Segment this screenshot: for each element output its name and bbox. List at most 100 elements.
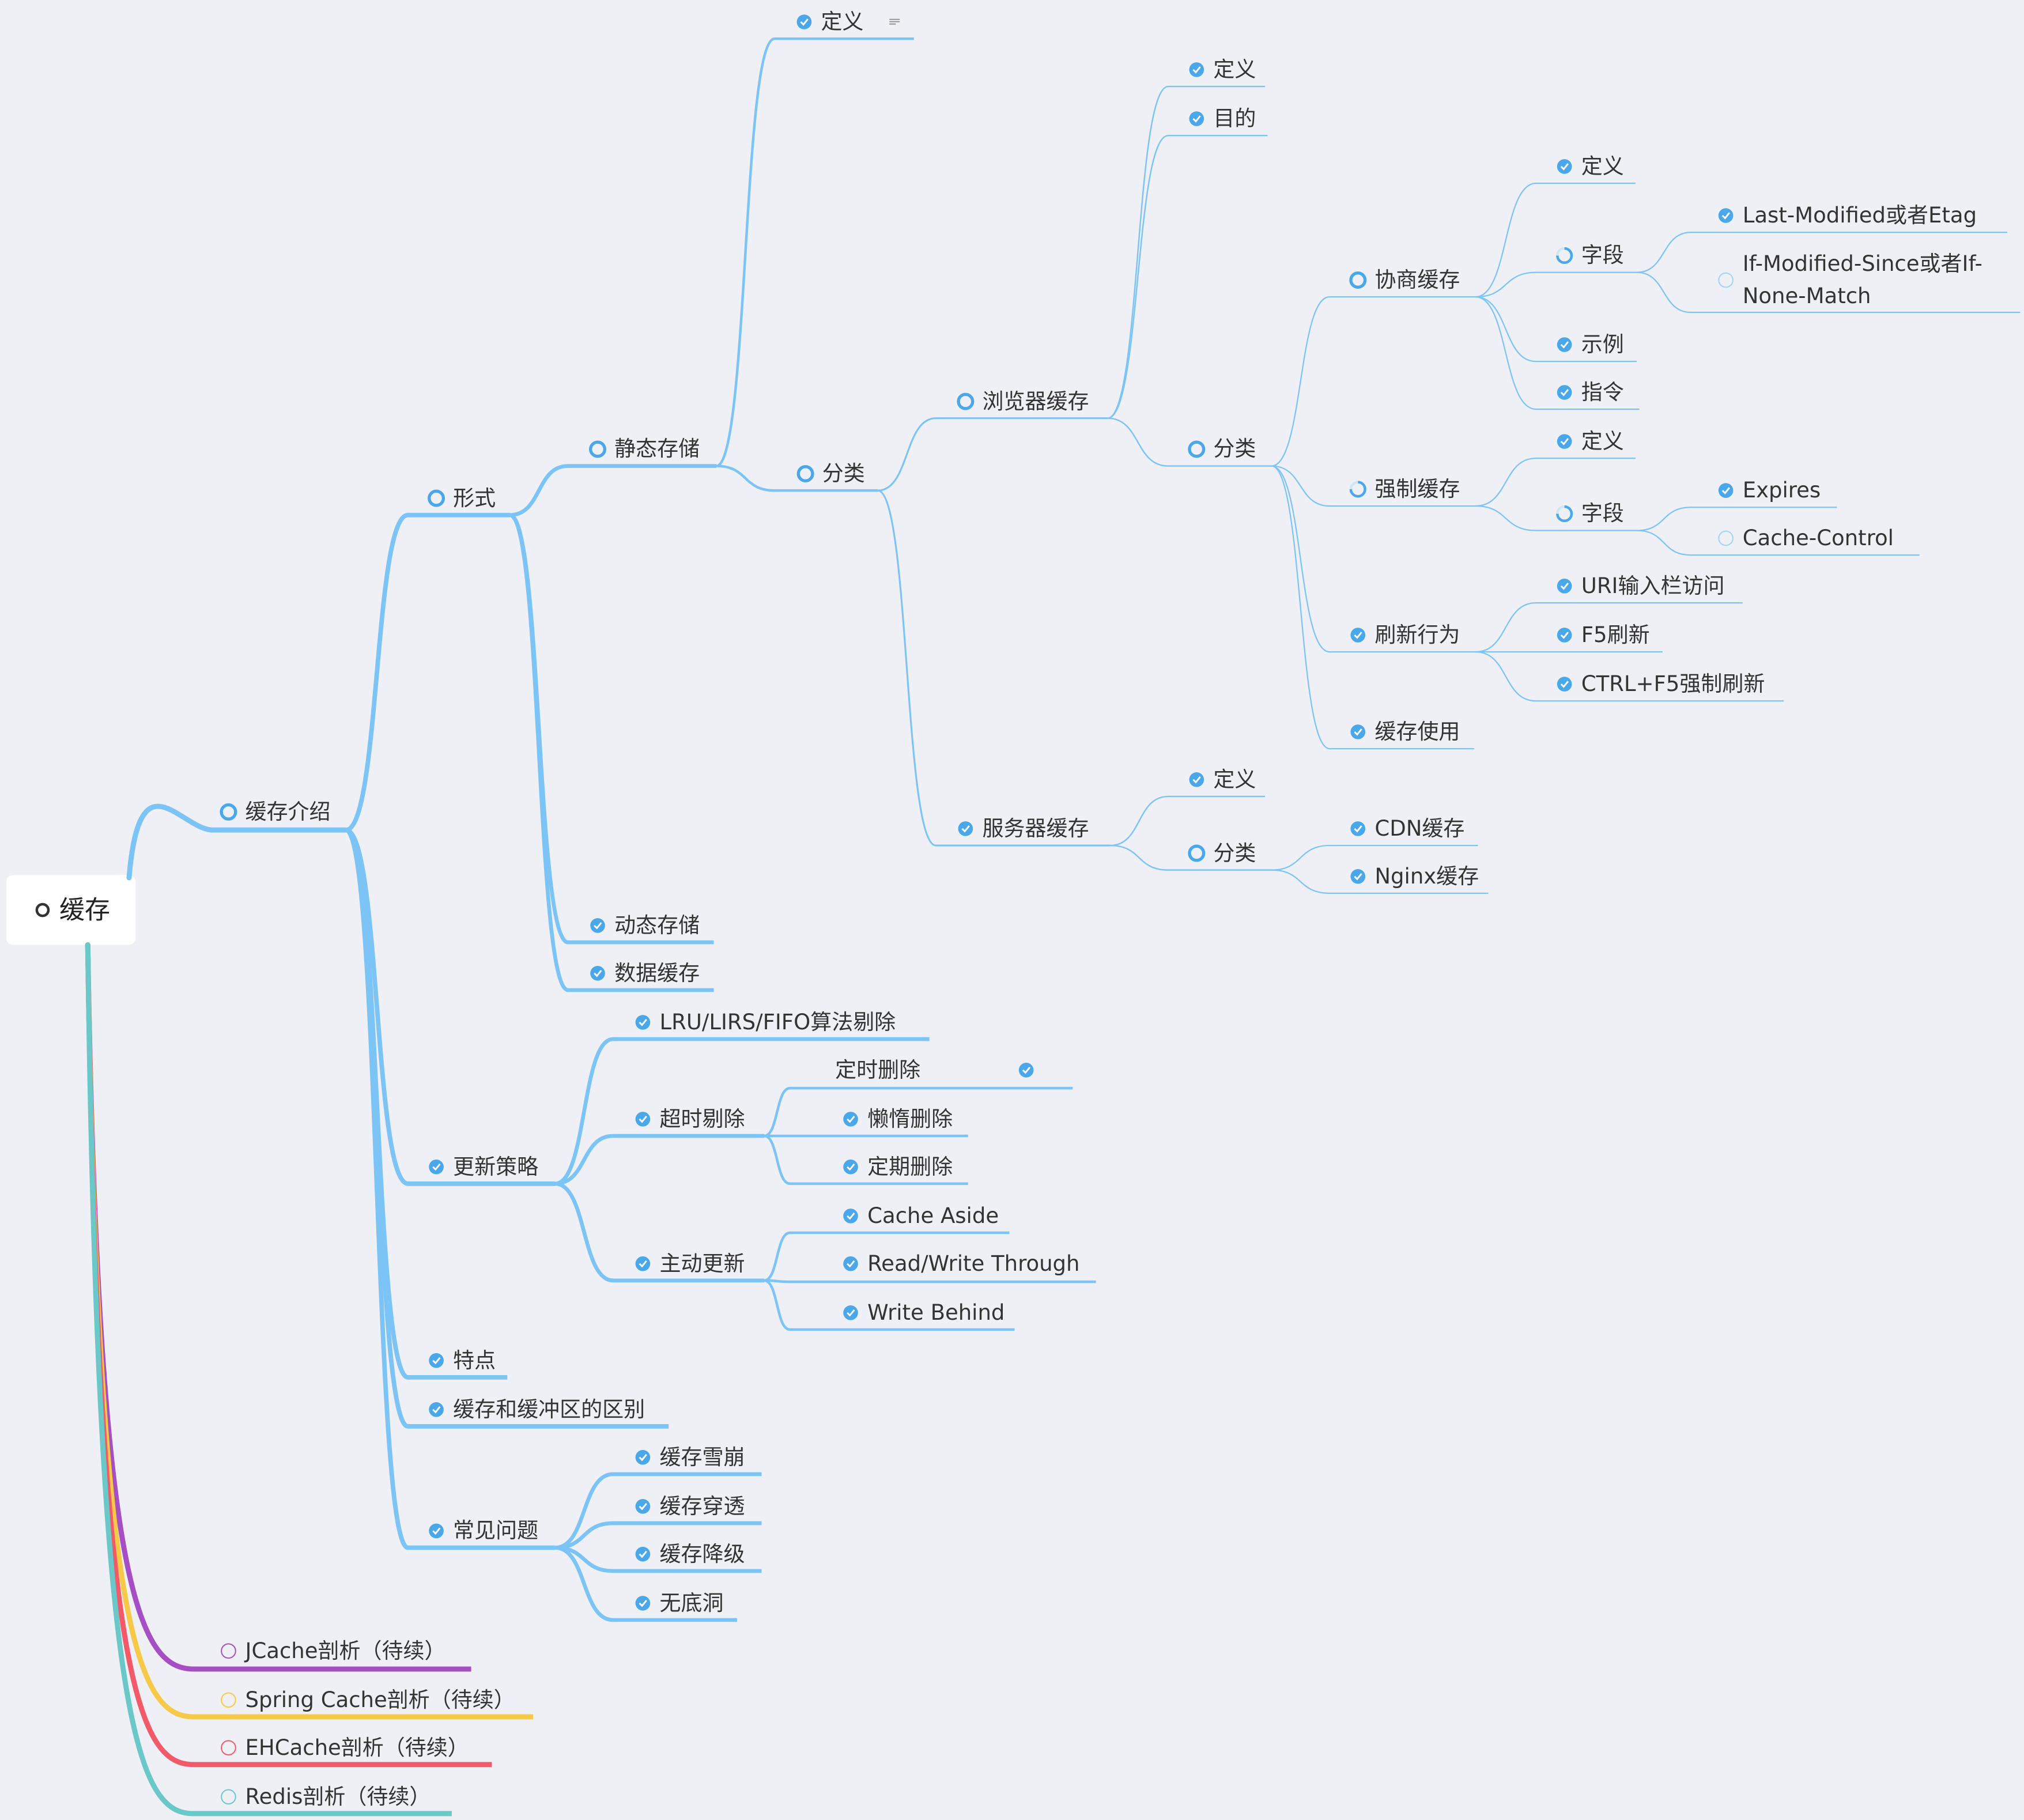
node-label[interactable]: 主动更新 xyxy=(659,1251,745,1276)
node-label[interactable]: LRU/LIRS/FIFO算法剔除 xyxy=(659,1009,896,1034)
status-icon xyxy=(961,825,970,833)
connector xyxy=(553,1472,615,1550)
status-icon xyxy=(1354,728,1362,736)
node-label[interactable]: 字段 xyxy=(1581,501,1624,526)
node-label[interactable]: 定义 xyxy=(1581,428,1624,454)
status-icon xyxy=(1349,271,1367,289)
node-label[interactable]: If-Modified-Since或者If-None-Match xyxy=(1742,251,1983,309)
status-icon xyxy=(796,14,812,29)
node-label[interactable]: 示例 xyxy=(1581,331,1624,357)
node-label[interactable]: 缓存介绍 xyxy=(245,799,331,824)
node-label[interactable]: F5刷新 xyxy=(1581,622,1650,647)
status-icon xyxy=(796,465,814,483)
node-label[interactable]: Spring Cache剖析（待续） xyxy=(245,1687,515,1712)
status-icon xyxy=(1349,481,1366,498)
node-label[interactable]: CDN缓存 xyxy=(1374,815,1465,841)
node-label[interactable]: Cache-Control xyxy=(1742,525,1894,550)
node-label[interactable]: 定义 xyxy=(1213,56,1256,82)
status-icon xyxy=(220,803,237,821)
node-label[interactable]: 超时剔除 xyxy=(659,1106,745,1131)
node-label[interactable]: 分类 xyxy=(1213,436,1256,462)
node-label[interactable]: URI输入栏访问 xyxy=(1581,573,1725,598)
status-icon xyxy=(429,1402,444,1417)
connector xyxy=(1636,530,1692,556)
status-icon xyxy=(429,1523,444,1539)
node-label[interactable]: EHCache剖析（待续） xyxy=(245,1735,469,1760)
status-icon xyxy=(1192,66,1201,74)
node-label[interactable]: Last-Modified或者Etag xyxy=(1742,202,1977,228)
connector xyxy=(762,1231,791,1282)
connector xyxy=(85,942,197,1672)
status-icon xyxy=(639,1502,647,1511)
node-label[interactable]: Expires xyxy=(1742,478,1821,503)
node-label[interactable]: Read/Write Through xyxy=(867,1251,1080,1276)
node-label[interactable]: 静态存储 xyxy=(614,436,700,462)
node-label[interactable]: 定期删除 xyxy=(867,1154,953,1179)
root-box xyxy=(6,875,136,945)
node-label[interactable]: 字段 xyxy=(1581,243,1624,268)
status-icon xyxy=(589,440,607,458)
node-label[interactable]: JCache剖析（待续） xyxy=(245,1638,446,1663)
connector xyxy=(1109,844,1169,871)
status-icon xyxy=(1557,434,1572,449)
connector xyxy=(343,828,410,1550)
node-label[interactable]: 指令 xyxy=(1581,379,1624,405)
node-label[interactable]: 缓存和缓冲区的区别 xyxy=(453,1396,645,1422)
node-label[interactable]: 更新策略 xyxy=(453,1154,539,1179)
status-icon xyxy=(1557,579,1572,594)
status-icon xyxy=(800,18,809,26)
node-label[interactable]: 缓存 xyxy=(59,895,111,925)
connector xyxy=(1107,85,1169,419)
status-icon xyxy=(1350,869,1366,884)
node-label[interactable]: Nginx缓存 xyxy=(1374,863,1479,889)
status-icon xyxy=(847,1213,855,1220)
node-label[interactable]: 分类 xyxy=(1213,840,1256,866)
connector xyxy=(1107,134,1169,419)
connector xyxy=(1474,651,1537,702)
connector xyxy=(85,942,197,1817)
node-label[interactable]: 刷新行为 xyxy=(1374,622,1460,647)
status-icon xyxy=(1556,505,1573,522)
node-label[interactable]: 定义 xyxy=(1581,153,1624,179)
node-label[interactable]: 定时删除 xyxy=(835,1057,921,1082)
node-label[interactable]: 浏览器缓存 xyxy=(982,388,1089,414)
status-icon xyxy=(843,1209,858,1224)
status-icon xyxy=(847,1116,855,1123)
status-icon xyxy=(635,1015,651,1030)
node-label[interactable]: 数据缓存 xyxy=(614,960,700,985)
node-label[interactable]: 无底洞 xyxy=(659,1590,724,1615)
connector xyxy=(553,1546,615,1622)
node-label[interactable]: 目的 xyxy=(1213,106,1256,131)
node-label[interactable]: 特点 xyxy=(453,1347,496,1373)
node-label[interactable]: 缓存降级 xyxy=(659,1541,745,1566)
status-icon xyxy=(639,1599,647,1607)
node-label[interactable]: Write Behind xyxy=(867,1300,1005,1325)
node-label[interactable]: 分类 xyxy=(822,460,865,486)
connector xyxy=(508,513,570,992)
connector xyxy=(1271,465,1331,507)
node-label[interactable]: CTRL+F5强制刷新 xyxy=(1581,671,1765,697)
node-label[interactable]: 服务器缓存 xyxy=(982,815,1089,841)
status-icon xyxy=(221,1643,236,1659)
node-label[interactable]: 缓存使用 xyxy=(1374,719,1460,744)
node-label[interactable]: 懒惰删除 xyxy=(867,1106,953,1131)
node-label[interactable]: 形式 xyxy=(453,485,496,511)
status-icon xyxy=(429,1159,444,1175)
status-icon xyxy=(635,1499,651,1514)
node-label[interactable]: 定义 xyxy=(821,9,864,35)
node-label[interactable]: 常见问题 xyxy=(453,1518,539,1543)
status-icon xyxy=(1188,440,1206,458)
connector xyxy=(343,512,410,833)
connector xyxy=(85,942,197,1720)
status-icon xyxy=(1189,62,1204,77)
node-label[interactable]: 缓存穿透 xyxy=(659,1493,745,1519)
node-label[interactable]: Cache Aside xyxy=(867,1203,999,1228)
node-label[interactable]: 缓存雪崩 xyxy=(659,1444,745,1470)
node-label[interactable]: Redis剖析（待续） xyxy=(245,1784,431,1809)
node-label[interactable]: 协商缓存 xyxy=(1374,267,1460,292)
connector xyxy=(1271,465,1331,750)
node-label[interactable]: 动态存储 xyxy=(614,912,700,938)
node-label[interactable]: 定义 xyxy=(1213,766,1256,792)
status-icon xyxy=(590,918,605,933)
node-label[interactable]: 强制缓存 xyxy=(1374,476,1460,501)
